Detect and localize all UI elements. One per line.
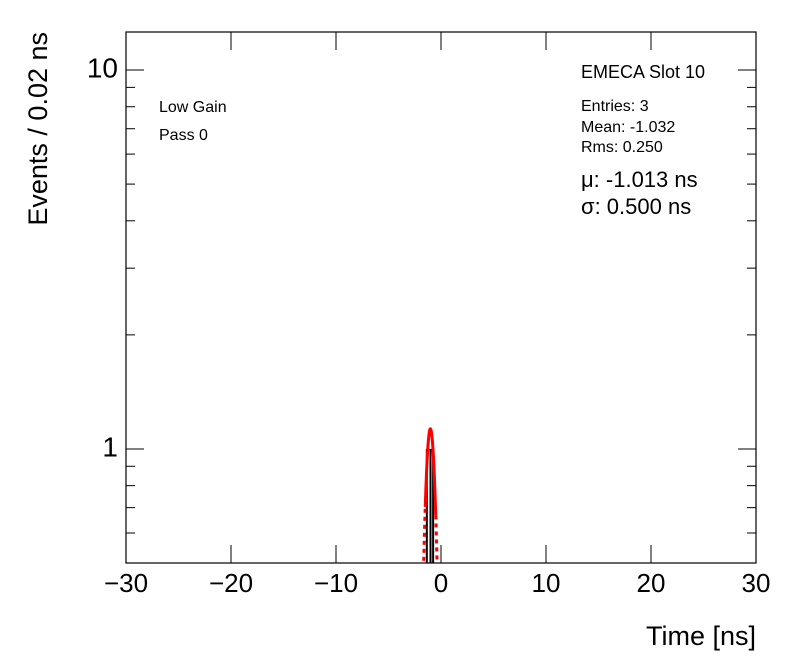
annotation: Pass 0 [159, 127, 208, 144]
x-tick-label: −30 [104, 568, 148, 598]
annotation: Low Gain [159, 99, 227, 116]
stat-label: Rms: 0.250 [581, 139, 663, 156]
x-tick-label: −20 [209, 568, 253, 598]
fit-curve-extrapolated [422, 506, 427, 563]
x-tick-label: −10 [314, 568, 358, 598]
histogram-bar [429, 448, 432, 563]
fit-label: σ: 0.500 ns [581, 194, 691, 219]
histogram-bar [432, 448, 435, 563]
x-axis-title: Time [ns] [646, 621, 756, 651]
x-tick-label: 10 [532, 568, 561, 598]
y-tick-label: 1 [102, 431, 118, 462]
stat-label: Entries: 3 [581, 98, 649, 115]
fit-label: μ: -1.013 ns [581, 167, 698, 192]
histogram-bar [425, 448, 428, 563]
x-tick-label: 20 [637, 568, 666, 598]
y-axis-title: Events / 0.02 ns [23, 32, 53, 226]
plot-content [422, 427, 439, 563]
fit-curve [423, 427, 438, 516]
stat-label: Mean: -1.032 [581, 119, 675, 136]
x-tick-label: 0 [434, 568, 448, 598]
y-tick-label: 10 [87, 52, 118, 83]
x-tick-label: 30 [742, 568, 771, 598]
chart-title: EMECA Slot 10 [581, 62, 705, 82]
